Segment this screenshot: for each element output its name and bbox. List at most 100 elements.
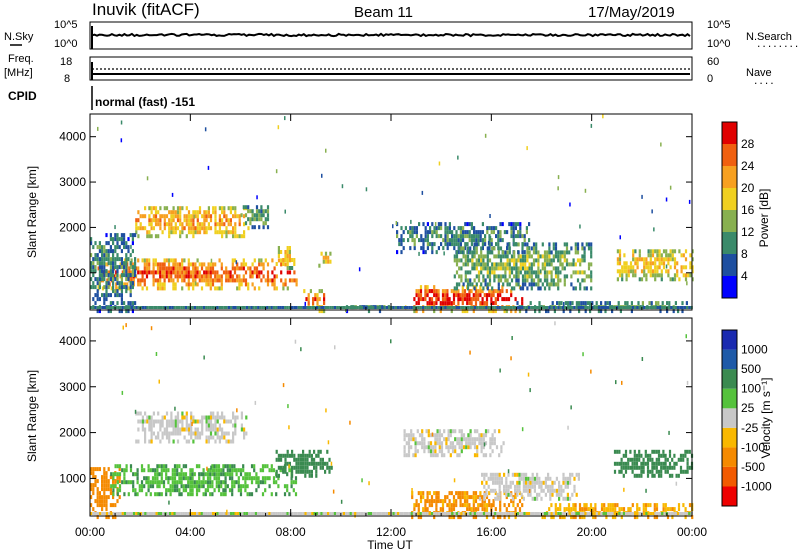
heatmap-cell [194, 419, 197, 424]
heatmap-cell [495, 226, 498, 231]
heatmap-cell [131, 273, 134, 278]
heatmap-cell [503, 230, 506, 235]
heatmap-cell [506, 254, 509, 259]
heatmap-cell [651, 449, 654, 454]
power-colorbar-swatch [722, 188, 737, 210]
heatmap-cell [320, 512, 323, 515]
heatmap-cell [466, 301, 469, 306]
heatmap-cell [105, 293, 108, 298]
heatmap-cell [428, 499, 431, 504]
heatmap-cell [171, 192, 174, 197]
heatmap-cell [570, 507, 573, 512]
heatmap-cell [471, 441, 474, 446]
heatmap-cell [221, 206, 224, 211]
heatmap-cell [262, 225, 265, 230]
heatmap-cell [105, 241, 108, 246]
heatmap-cell [286, 258, 289, 262]
heatmap-cell [123, 273, 126, 278]
heatmap-cell [216, 419, 219, 424]
heatmap-cell [666, 507, 670, 512]
heatmap-cell [691, 249, 694, 254]
heatmap-cell [513, 254, 516, 259]
heatmap-cell [499, 515, 502, 520]
heatmap-cell [318, 306, 321, 309]
heatmap-cell [204, 127, 207, 132]
heatmap-cell [422, 222, 425, 227]
heatmap-cell [239, 484, 243, 489]
heatmap-cell [484, 234, 487, 239]
heatmap-cell [651, 469, 654, 474]
heatmap-cell [673, 277, 677, 282]
heatmap-cell [145, 476, 148, 481]
velocity-colorbar-swatch [722, 349, 737, 370]
heatmap-cell [627, 512, 630, 515]
heatmap-cell [225, 230, 228, 235]
heatmap-cell [669, 257, 672, 262]
heatmap-cell [499, 289, 502, 294]
heatmap-cell [125, 289, 128, 294]
heatmap-cell [502, 282, 505, 287]
heatmap-cell [646, 465, 650, 470]
heatmap-cell [667, 253, 670, 258]
heatmap-cell [484, 266, 487, 271]
velocity-colorbar-tick: 25 [741, 401, 755, 415]
heatmap-cell [215, 484, 218, 489]
heatmap-cell [642, 503, 645, 508]
heatmap-cell [517, 230, 520, 235]
heatmap-cell [262, 221, 265, 226]
heatmap-cell [521, 258, 525, 263]
heatmap-cell [586, 301, 589, 306]
heatmap-cell [631, 469, 634, 474]
heatmap-cell [136, 472, 139, 477]
heatmap-cell [176, 270, 179, 275]
heatmap-cell [550, 515, 553, 520]
heatmap-cell [664, 465, 667, 470]
heatmap-cell [557, 175, 560, 180]
heatmap-cell [497, 266, 500, 271]
heatmap-cell [130, 258, 133, 263]
heatmap-cell [514, 309, 517, 314]
heatmap-cell [277, 473, 280, 478]
heatmap-cell [460, 449, 463, 454]
heatmap-cell [157, 218, 160, 223]
heatmap-cell [345, 306, 348, 309]
heatmap-cell [521, 301, 524, 306]
heatmap-cell [504, 250, 507, 255]
heatmap-cell [168, 230, 171, 235]
heatmap-cell [307, 293, 310, 298]
heatmap-cell [447, 433, 450, 438]
heatmap-cell [464, 270, 467, 275]
heatmap-cell [505, 507, 508, 512]
heatmap-cell [163, 226, 166, 231]
heatmap-cell [431, 242, 434, 247]
heatmap-cell [147, 488, 150, 493]
heatmap-cell [477, 254, 481, 259]
heatmap-cell [320, 251, 323, 256]
heatmap-cell [533, 488, 536, 493]
heatmap-cell [658, 273, 661, 278]
heatmap-cell [558, 496, 561, 501]
heatmap-cell [112, 241, 115, 246]
heatmap-cell [426, 495, 429, 500]
heatmap-cell [433, 289, 436, 294]
heatmap-cell [168, 218, 171, 223]
heatmap-cell [469, 512, 472, 515]
heatmap-cell [123, 233, 126, 238]
heatmap-cell [484, 262, 487, 267]
heatmap-cell [156, 484, 159, 489]
heatmap-cell [116, 245, 119, 250]
heatmap-cell [152, 423, 155, 428]
heatmap-cell [192, 230, 195, 235]
heatmap-cell [492, 476, 495, 481]
heatmap-cell [392, 224, 394, 229]
heatmap-cell [496, 293, 500, 298]
heatmap-cell [308, 461, 311, 466]
heatmap-cell [472, 499, 475, 504]
heatmap-cell [148, 266, 151, 271]
heatmap-cell [457, 297, 460, 302]
heatmap-cell [134, 301, 137, 306]
heatmap-cell [192, 415, 195, 420]
heatmap-cell [150, 210, 153, 215]
heatmap-cell [239, 468, 243, 473]
heatmap-cell [183, 278, 186, 283]
